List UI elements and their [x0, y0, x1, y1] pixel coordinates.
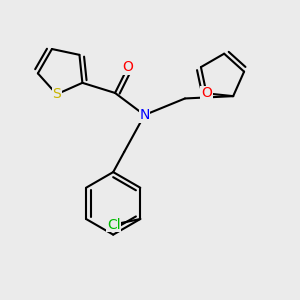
Text: O: O	[201, 86, 212, 100]
Text: Cl: Cl	[107, 218, 121, 232]
Text: N: N	[139, 108, 150, 122]
Text: O: O	[122, 60, 134, 74]
Text: S: S	[52, 87, 61, 101]
